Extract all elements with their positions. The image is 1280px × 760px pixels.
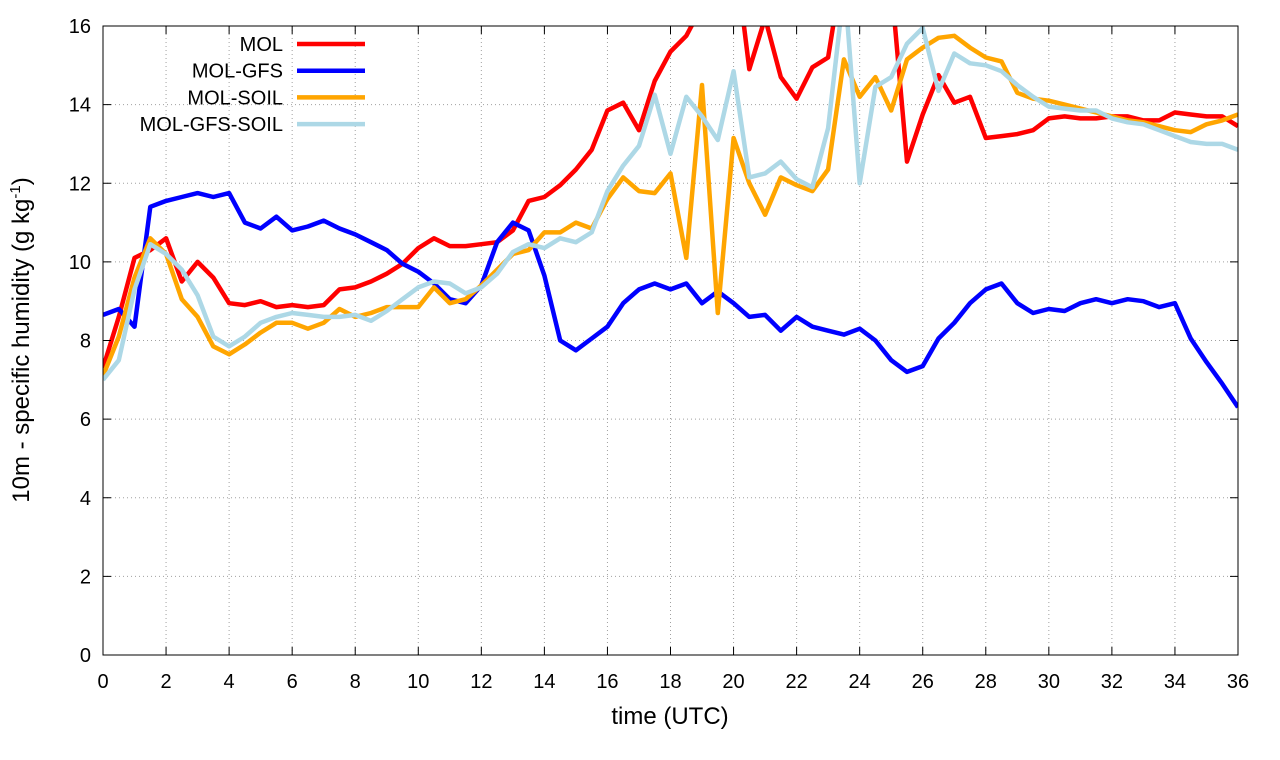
x-tick-label: 30 (1038, 671, 1060, 693)
x-tick-label: 20 (722, 671, 744, 693)
legend-label: MOL-SOIL (187, 87, 283, 109)
y-axis-title: 10m - specific humidity (g kg-1) (7, 177, 35, 502)
series-line-mol-gfs (103, 190, 1238, 409)
y-axis-title-tail: ) (8, 177, 35, 185)
legend-label: MOL-GFS-SOIL (140, 114, 283, 136)
legend-label: MOL-GFS (192, 61, 283, 83)
x-tick-label: 6 (287, 671, 298, 693)
x-tick-label: 0 (97, 671, 108, 693)
x-tick-label: 10 (407, 671, 429, 693)
x-tick-label: 36 (1227, 671, 1249, 693)
x-tick-label: 26 (912, 671, 934, 693)
grid-lines (103, 26, 1238, 655)
x-tick-label: 4 (224, 671, 235, 693)
y-tick-label: 10 (69, 252, 91, 274)
y-tick-label: 12 (69, 173, 91, 195)
y-tick-label: 2 (80, 566, 91, 588)
x-tick-label: 28 (975, 671, 997, 693)
series-line-mol-gfs-soil (103, 26, 1238, 382)
y-axis-title-superscript: -1 (7, 185, 24, 198)
y-tick-label: 8 (80, 331, 91, 353)
x-tick-label: 18 (659, 671, 681, 693)
y-tick-label: 14 (69, 95, 91, 117)
x-tick-label: 14 (533, 671, 555, 693)
x-tick-label: 32 (1101, 671, 1123, 693)
x-tick-label: 34 (1164, 671, 1186, 693)
legend: MOL MOL-GFS MOL-SOIL MOL-GFS-SOIL (140, 34, 365, 136)
x-tick-label: 16 (596, 671, 618, 693)
y-axis-title-main: 10m - specific humidity (g kg (8, 199, 35, 503)
y-tick-label: 6 (80, 409, 91, 431)
x-tick-label: 12 (470, 671, 492, 693)
series-line-mol (103, 26, 1238, 369)
x-axis-title: time (UTC) (611, 703, 728, 730)
series-line-mol-soil (103, 33, 1238, 377)
y-tick-label: 16 (69, 16, 91, 38)
y-tick-label: 4 (80, 488, 91, 510)
x-tick-label: 2 (160, 671, 171, 693)
x-tick-label: 24 (849, 671, 871, 693)
x-tick-label: 8 (350, 671, 361, 693)
series-lines (103, 26, 1238, 409)
y-tick-label: 0 (80, 645, 91, 667)
x-tick-label: 22 (785, 671, 807, 693)
legend-label: MOL (240, 34, 283, 56)
